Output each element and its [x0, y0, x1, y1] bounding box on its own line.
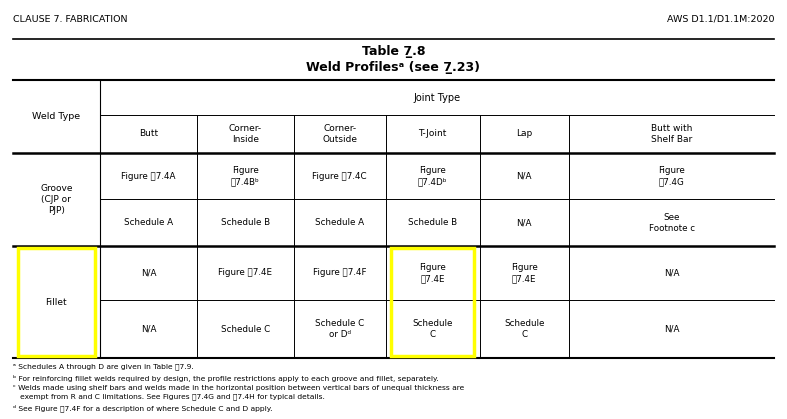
- Text: Weld Profilesᵃ (see 7̲.23): Weld Profilesᵃ (see 7̲.23): [306, 61, 481, 74]
- Text: Groove
(CJP or
PJP): Groove (CJP or PJP): [40, 184, 72, 215]
- Text: Figure ͨ7.4C: Figure ͨ7.4C: [312, 171, 367, 181]
- Text: AWS D1.1/D1.1M:2020: AWS D1.1/D1.1M:2020: [667, 15, 774, 23]
- Text: Figure
ͨ7.4Dᵇ: Figure ͨ7.4Dᵇ: [418, 166, 448, 186]
- Text: N/A: N/A: [516, 171, 532, 181]
- Text: CLAUSE 7. FABRICATION: CLAUSE 7. FABRICATION: [13, 15, 127, 23]
- Text: ᵈ See Figure ͨ7.4F for a description of where Schedule C and D apply.: ᵈ See Figure ͨ7.4F for a description of …: [13, 404, 272, 411]
- Text: Figure ͨ7.4E: Figure ͨ7.4E: [218, 269, 272, 277]
- Text: Butt: Butt: [139, 129, 158, 138]
- Text: Figure
ͨ7.4E: Figure ͨ7.4E: [511, 263, 538, 283]
- Text: Figure ͨ7.4F: Figure ͨ7.4F: [313, 269, 367, 277]
- Text: See
Footnote c: See Footnote c: [648, 212, 695, 233]
- Text: Table 7̲.8: Table 7̲.8: [362, 45, 425, 58]
- Text: Lap: Lap: [516, 129, 532, 138]
- Text: Figure
ͨ7.4Bᵇ: Figure ͨ7.4Bᵇ: [231, 166, 260, 186]
- Text: N/A: N/A: [141, 325, 157, 334]
- Text: Schedule A: Schedule A: [124, 218, 173, 227]
- Text: ᵇ For reinforcing fillet welds required by design, the profile restrictions appl: ᵇ For reinforcing fillet welds required …: [13, 375, 438, 382]
- Text: Fillet: Fillet: [46, 297, 67, 307]
- Text: Weld Type: Weld Type: [32, 112, 80, 121]
- Text: Corner-
Outside: Corner- Outside: [323, 124, 357, 144]
- Text: N/A: N/A: [141, 269, 157, 277]
- Text: Schedule
C: Schedule C: [412, 319, 453, 339]
- Text: Joint Type: Joint Type: [414, 93, 461, 103]
- Text: Corner-
Inside: Corner- Inside: [229, 124, 262, 144]
- Text: ᵃ Schedules A through D are given in Table ͨ7.9.: ᵃ Schedules A through D are given in Tab…: [13, 364, 194, 370]
- Text: Schedule
C: Schedule C: [504, 319, 545, 339]
- Text: Schedule C: Schedule C: [220, 325, 270, 334]
- Text: N/A: N/A: [516, 218, 532, 227]
- Text: Butt with
Shelf Bar: Butt with Shelf Bar: [651, 124, 693, 144]
- Text: N/A: N/A: [663, 325, 679, 334]
- Text: Schedule B: Schedule B: [408, 218, 457, 227]
- Text: N/A: N/A: [663, 269, 679, 277]
- Text: Figure
ͨ7.4E: Figure ͨ7.4E: [419, 263, 446, 283]
- Text: Schedule A: Schedule A: [316, 218, 364, 227]
- Text: Figure ͨ7.4A: Figure ͨ7.4A: [121, 171, 176, 181]
- Text: ᶜ Welds made using shelf bars and welds made in the horizontal position between : ᶜ Welds made using shelf bars and welds …: [13, 385, 464, 400]
- Text: Schedule B: Schedule B: [221, 218, 270, 227]
- Text: Figure
ͨ7.4G: Figure ͨ7.4G: [658, 166, 685, 186]
- Text: Schedule C
or Dᵈ: Schedule C or Dᵈ: [315, 319, 364, 339]
- Text: T-Joint: T-Joint: [419, 129, 447, 138]
